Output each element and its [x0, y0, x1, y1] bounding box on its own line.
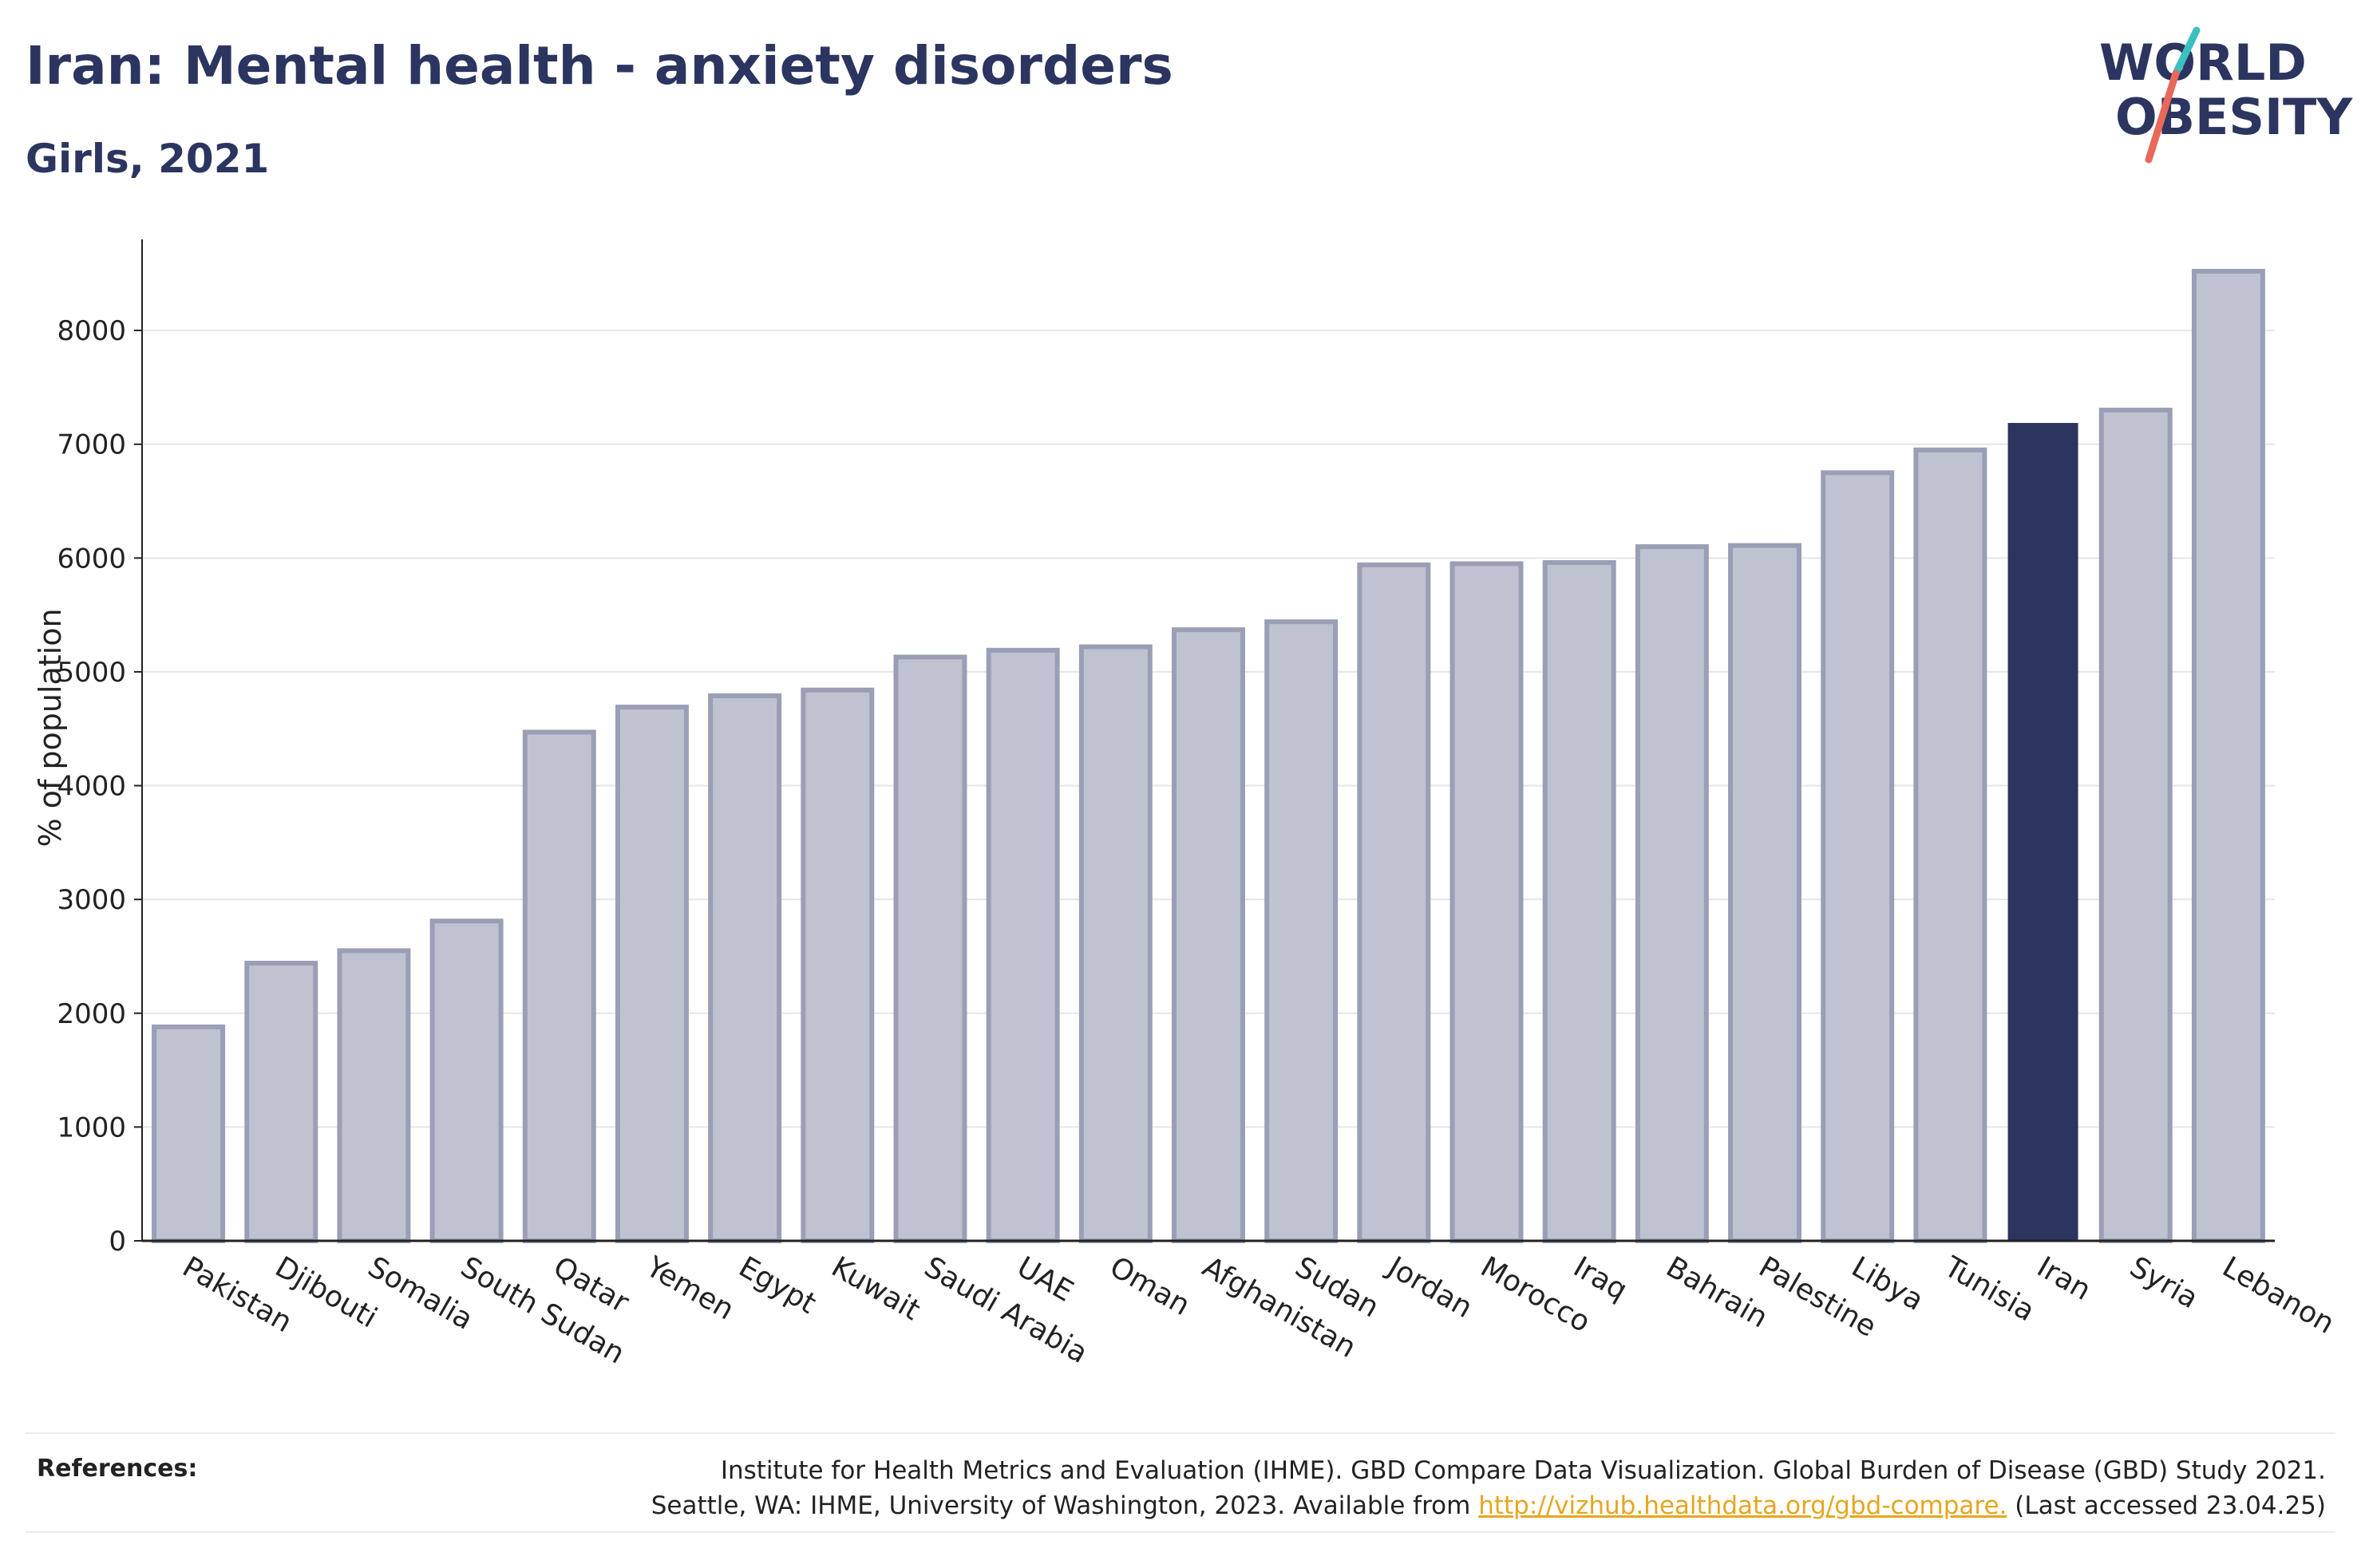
x-tick-label: Syria [2124, 1250, 2203, 1315]
x-tick-label: Oman [1104, 1250, 1195, 1322]
bar-kuwait [801, 687, 875, 1243]
bar-saudi-arabia [893, 654, 967, 1243]
bar-iraq [1542, 560, 1616, 1243]
y-tick-label: 1000 [57, 1112, 126, 1143]
x-tick-label: Saudi Arabia [919, 1250, 1093, 1370]
bar-pakistan [152, 1024, 226, 1243]
bar-iran [2007, 423, 2078, 1242]
references-line2: Seattle, WA: IHME, University of Washing… [651, 1488, 2326, 1523]
y-tick-label: 0 [109, 1226, 126, 1258]
x-tick-label: Kuwait [826, 1250, 926, 1327]
references-text: Institute for Health Metrics and Evaluat… [651, 1453, 2326, 1523]
bar-tunisia [1913, 447, 1987, 1243]
bar-yemen [615, 705, 689, 1243]
bar-djibouti [244, 961, 318, 1243]
y-tick-label: 3000 [57, 884, 126, 916]
y-tick-label: 4000 [57, 771, 126, 803]
bar-uae [986, 647, 1060, 1243]
y-tick-label: 7000 [57, 429, 126, 461]
bar-qatar [522, 729, 596, 1243]
x-tick-label: Iran [2031, 1250, 2096, 1307]
x-tick-label: Somalia [362, 1250, 478, 1337]
x-tick-label: Lebanon [2217, 1250, 2339, 1341]
logo-slash-coral [2145, 69, 2180, 164]
y-tick-label: 5000 [57, 657, 126, 689]
references-line2-suffix: (Last accessed 23.04.25) [2007, 1491, 2326, 1520]
y-tick-label: 2000 [57, 998, 126, 1030]
logo-line1: WORLD [2099, 34, 2307, 92]
x-tick-label: Jordan [1381, 1250, 1477, 1325]
references-link[interactable]: http://vizhub.healthdata.org/gbd-compare… [1478, 1491, 2007, 1520]
bar-syria [2098, 407, 2173, 1244]
references-label: References: [37, 1455, 198, 1483]
y-tick-label: 6000 [57, 543, 126, 575]
bars [152, 268, 2265, 1244]
references-line1: Institute for Health Metrics and Evaluat… [720, 1456, 2326, 1485]
bar-somalia [337, 948, 411, 1243]
bar-lebanon [2191, 268, 2265, 1244]
bar-palestine [1728, 543, 1802, 1243]
x-tick-label: Tunisia [1938, 1250, 2040, 1328]
bar-egypt [708, 693, 782, 1243]
bar-sudan [1264, 619, 1339, 1243]
world-obesity-logo: WORLD OBESITY [2099, 26, 2353, 164]
chart-subtitle: Girls, 2021 [26, 136, 270, 182]
bar-bahrain [1635, 544, 1709, 1243]
bar-morocco [1449, 561, 1524, 1243]
bar-oman [1078, 644, 1153, 1243]
x-tick-label: Yemen [640, 1250, 740, 1327]
x-tick-label: Egypt [734, 1250, 821, 1320]
y-tick-label: 8000 [57, 315, 126, 347]
bar-jordan [1357, 562, 1431, 1243]
y-axis-label: % of population [33, 608, 68, 847]
axes [134, 239, 2275, 1242]
logo-slash-teal [2172, 26, 2201, 77]
bar-chart: 010002000300040005000600070008000Pakista… [33, 239, 2339, 1371]
bar-afghanistan [1172, 627, 1245, 1243]
references-box: References: Institute for Health Metrics… [26, 1432, 2335, 1533]
x-tick-label: Bahrain [1660, 1250, 1773, 1334]
bar-libya [1821, 470, 1895, 1243]
bar-south-sudan [429, 918, 504, 1244]
references-line2-prefix: Seattle, WA: IHME, University of Washing… [651, 1491, 1479, 1520]
x-tick-label: Iraq [1568, 1250, 1632, 1307]
chart-title: Iran: Mental health - anxiety disorders [26, 35, 1173, 97]
